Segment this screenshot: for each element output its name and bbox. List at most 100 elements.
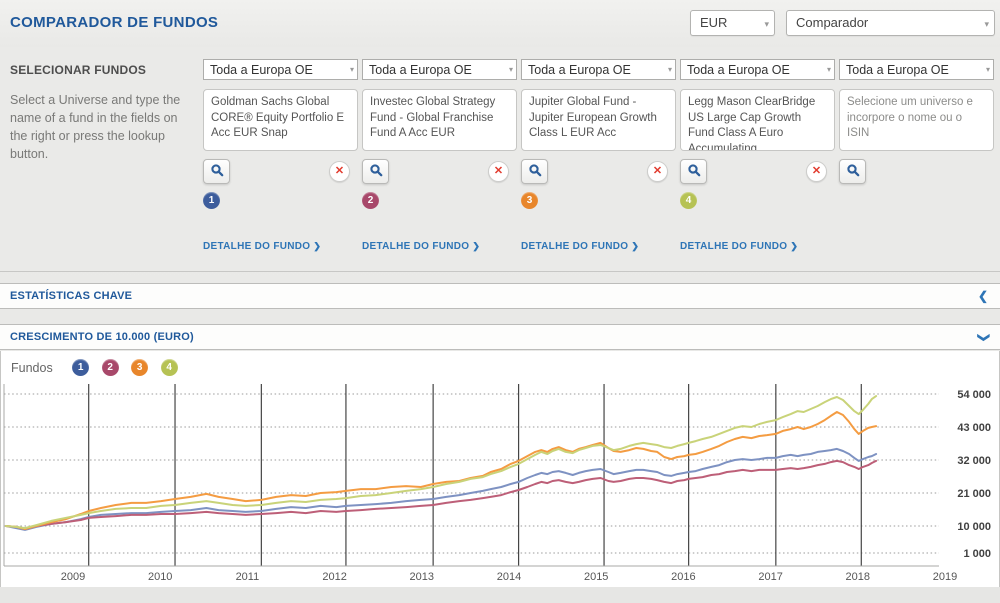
- universe-select-1[interactable]: Toda a Europa OE ▾: [203, 59, 358, 80]
- universe-select-3[interactable]: Toda a Europa OE ▾: [521, 59, 676, 80]
- clear-fund-button-1[interactable]: ✕: [329, 161, 350, 182]
- fund-detail-link-4[interactable]: DETALHE DO FUNDO❯: [680, 241, 798, 252]
- clear-fund-button-2[interactable]: ✕: [488, 161, 509, 182]
- fund-column-3: Toda a Europa OE ▾ Jupiter Global Fund -…: [521, 59, 676, 209]
- lookup-button-4[interactable]: [680, 159, 707, 184]
- close-icon: ✕: [653, 165, 662, 177]
- selector-help-panel: SELECIONAR FUNDOS Select a Universe and …: [10, 63, 196, 164]
- key-statistics-title: ESTATÍSTICAS CHAVE: [10, 284, 132, 309]
- fund-detail-label: DETALHE DO FUNDO: [521, 241, 628, 252]
- universe-select-2[interactable]: Toda a Europa OE ▾: [362, 59, 517, 80]
- chevron-down-icon: ▾: [764, 12, 769, 36]
- legend-badge-1: 1: [72, 359, 89, 376]
- svg-text:2015: 2015: [584, 571, 608, 583]
- close-icon: ✕: [812, 165, 821, 177]
- fund-badge-3: 3: [521, 192, 538, 209]
- button-row-3: ✕: [521, 159, 676, 186]
- legend-badge-4: 4: [161, 359, 178, 376]
- chevron-right-icon: ❯: [313, 241, 321, 251]
- chevron-down-icon: ▾: [668, 60, 672, 80]
- svg-text:2014: 2014: [497, 571, 521, 583]
- universe-select-5-value: Toda a Europa OE: [846, 63, 949, 77]
- universe-select-2-value: Toda a Europa OE: [369, 63, 472, 77]
- tool-select[interactable]: Comparador ▾: [786, 10, 995, 36]
- universe-select-3-value: Toda a Europa OE: [528, 63, 631, 77]
- svg-text:2019: 2019: [933, 571, 957, 583]
- lookup-button-5[interactable]: [839, 159, 866, 184]
- growth-section-bar[interactable]: CRESCIMENTO DE 10.000 (EURO) ❮: [0, 324, 1000, 350]
- universe-select-1-value: Toda a Europa OE: [210, 63, 313, 77]
- chevron-down-icon: ▾: [827, 60, 831, 80]
- clear-fund-button-3[interactable]: ✕: [647, 161, 668, 182]
- svg-text:2016: 2016: [671, 571, 695, 583]
- button-row-4: ✕: [680, 159, 835, 186]
- chevron-down-icon: ▾: [984, 12, 989, 36]
- growth-section-title: CRESCIMENTO DE 10.000 (EURO): [10, 325, 194, 350]
- fund-detail-link-1[interactable]: DETALHE DO FUNDO❯: [203, 241, 321, 252]
- close-icon: ✕: [335, 165, 344, 177]
- selector-heading: SELECIONAR FUNDOS: [10, 63, 196, 77]
- fund-badge-2: 2: [362, 192, 379, 209]
- fund-column-2: Toda a Europa OE ▾ Investec Global Strat…: [362, 59, 517, 209]
- top-bar: COMPARADOR DE FUNDOS EUR ▾ Comparador ▾: [0, 0, 1000, 48]
- chevron-right-icon: ❯: [790, 241, 798, 251]
- svg-text:2010: 2010: [148, 571, 172, 583]
- fund-name-input-5[interactable]: [839, 89, 994, 151]
- chart-legend: Fundos 1 2 3 4: [11, 359, 187, 379]
- fund-detail-link-3[interactable]: DETALHE DO FUNDO❯: [521, 241, 639, 252]
- lookup-button-1[interactable]: [203, 159, 230, 184]
- key-statistics-bar[interactable]: ESTATÍSTICAS CHAVE ❮: [0, 283, 1000, 309]
- fund-name-input-3[interactable]: Jupiter Global Fund - Jupiter European G…: [521, 89, 676, 151]
- button-row-2: ✕: [362, 159, 517, 186]
- fund-detail-link-2[interactable]: DETALHE DO FUNDO❯: [362, 241, 480, 252]
- button-row-5: [839, 159, 994, 186]
- clear-fund-button-4[interactable]: ✕: [806, 161, 827, 182]
- universe-select-4[interactable]: Toda a Europa OE ▾: [680, 59, 835, 80]
- fund-selector-section: SELECIONAR FUNDOS Select a Universe and …: [0, 47, 1000, 272]
- currency-select[interactable]: EUR ▾: [690, 10, 775, 36]
- selector-help-text: Select a Universe and type the name of a…: [10, 91, 196, 164]
- svg-text:1 000: 1 000: [963, 548, 991, 560]
- search-icon: [528, 163, 542, 177]
- svg-text:10 000: 10 000: [957, 521, 991, 533]
- chevron-right-icon: ❯: [472, 241, 480, 251]
- chevron-right-icon: ❯: [631, 241, 639, 251]
- search-icon: [846, 163, 860, 177]
- svg-text:2018: 2018: [846, 571, 870, 583]
- fund-column-1: Toda a Europa OE ▾ Goldman Sachs Global …: [203, 59, 358, 209]
- fund-detail-label: DETALHE DO FUNDO: [362, 241, 469, 252]
- search-icon: [210, 163, 224, 177]
- growth-line-chart: 54 00043 00032 00021 00010 0001 00020092…: [1, 381, 1000, 587]
- svg-text:32 000: 32 000: [957, 455, 991, 467]
- universe-select-5[interactable]: Toda a Europa OE ▾: [839, 59, 994, 80]
- tool-select-value: Comparador: [796, 15, 868, 30]
- legend-badge-2: 2: [102, 359, 119, 376]
- lookup-button-3[interactable]: [521, 159, 548, 184]
- chevron-down-icon: ▾: [509, 60, 513, 80]
- svg-text:2011: 2011: [236, 571, 260, 583]
- fund-badge-4: 4: [680, 192, 697, 209]
- legend-badge-3: 3: [131, 359, 148, 376]
- fund-detail-label: DETALHE DO FUNDO: [203, 241, 310, 252]
- fund-name-input-2[interactable]: Investec Global Strategy Fund - Global F…: [362, 89, 517, 151]
- svg-text:2012: 2012: [322, 571, 346, 583]
- svg-text:2009: 2009: [61, 571, 85, 583]
- svg-text:2013: 2013: [410, 571, 434, 583]
- chevron-down-icon: ▾: [986, 60, 990, 80]
- lookup-button-2[interactable]: [362, 159, 389, 184]
- fund-column-5: Toda a Europa OE ▾: [839, 59, 994, 186]
- currency-select-value: EUR: [700, 15, 727, 30]
- close-icon: ✕: [494, 165, 503, 177]
- fund-name-input-1[interactable]: Goldman Sachs Global CORE® Equity Portfo…: [203, 89, 358, 151]
- search-icon: [687, 163, 701, 177]
- svg-text:21 000: 21 000: [957, 488, 991, 500]
- growth-chart-panel: Fundos 1 2 3 4 54 00043 00032 00021 0001…: [0, 351, 1000, 587]
- svg-text:54 000: 54 000: [957, 389, 991, 401]
- chevron-left-icon[interactable]: ❮: [978, 284, 988, 309]
- fund-name-input-4[interactable]: Legg Mason ClearBridge US Large Cap Grow…: [680, 89, 835, 151]
- chevron-down-icon: ▾: [350, 60, 354, 80]
- button-row-1: ✕: [203, 159, 358, 186]
- fund-badge-1: 1: [203, 192, 220, 209]
- legend-label: Fundos: [11, 359, 53, 377]
- chevron-down-icon[interactable]: ❮: [970, 332, 995, 342]
